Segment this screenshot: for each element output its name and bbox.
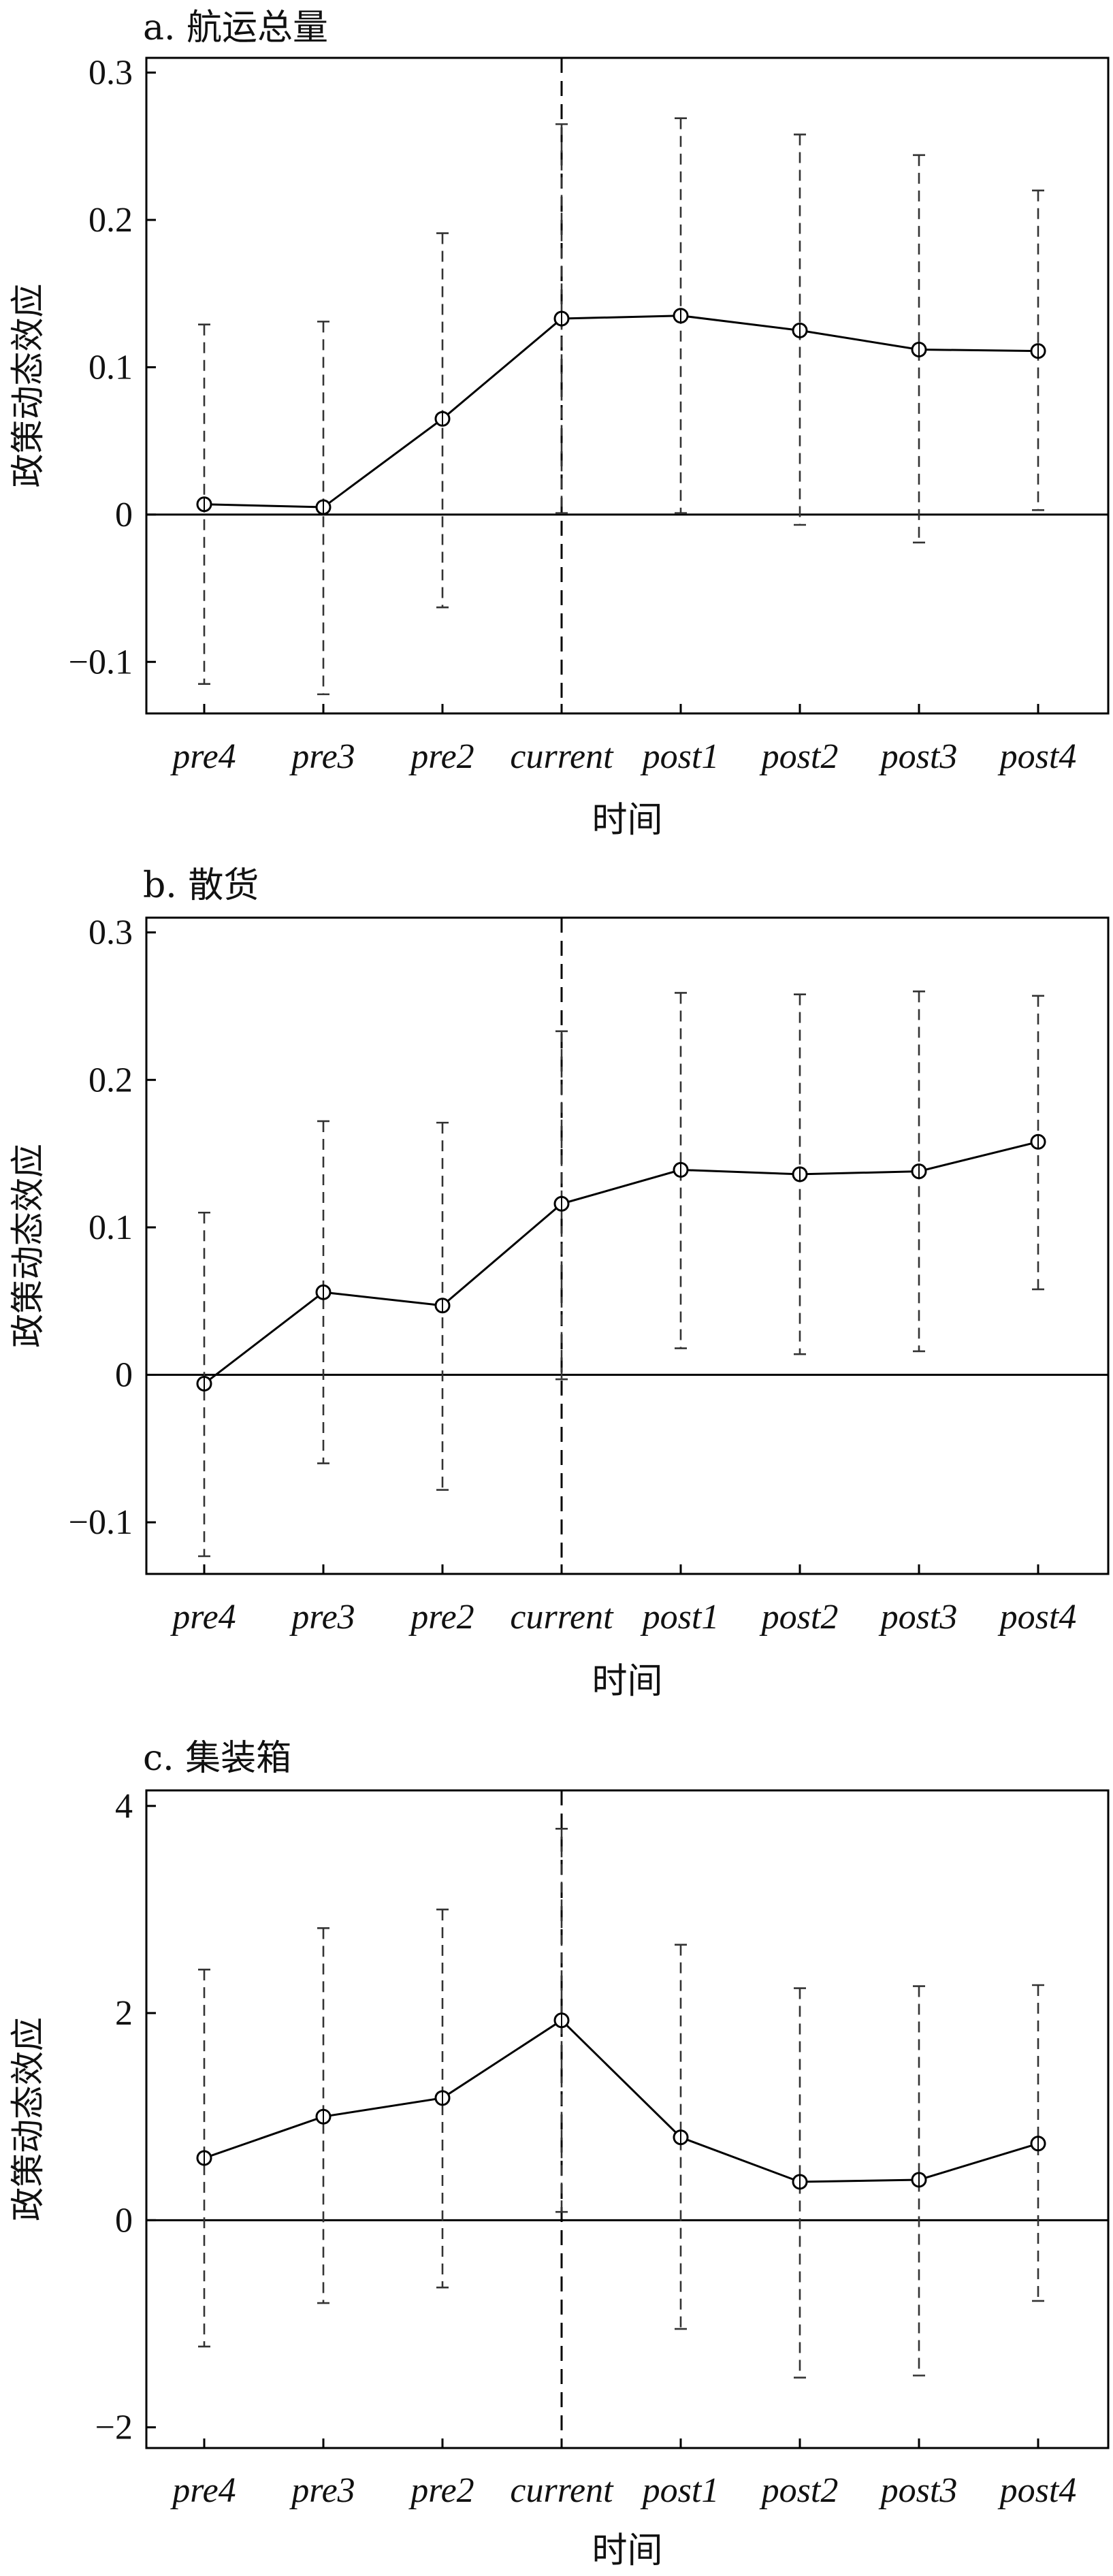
y-tick-label: 0.2 — [88, 201, 133, 240]
x-tick-label: post2 — [759, 737, 839, 776]
x-axis-label: 时间 — [592, 2530, 662, 2571]
x-tick-label: post3 — [878, 737, 958, 776]
x-tick-label: post4 — [997, 1598, 1077, 1637]
x-tick-label: post4 — [997, 737, 1077, 776]
plot-frame — [145, 916, 1110, 1575]
y-tick-label: 4 — [115, 1787, 133, 1826]
y-tick-label: −0.1 — [69, 643, 133, 681]
x-tick-label: pre4 — [170, 1598, 236, 1637]
y-axis-label: 政策动态效应 — [8, 1144, 48, 1348]
y-tick-label: 0.1 — [88, 1208, 133, 1247]
y-axis-label: 政策动态效应 — [8, 2017, 48, 2221]
x-tick-label: post2 — [759, 1598, 839, 1637]
y-tick-label: 0 — [115, 2201, 133, 2240]
y-tick-label: −2 — [95, 2409, 133, 2447]
panel-title: c. 集装箱 — [143, 1738, 291, 1779]
x-tick-label: post1 — [640, 1598, 720, 1637]
x-tick-label: pre3 — [289, 737, 355, 776]
y-tick-label: 0.2 — [88, 1061, 133, 1099]
x-tick-label: post3 — [878, 2471, 958, 2510]
x-tick-label: post1 — [640, 2471, 720, 2510]
y-tick-label: 0 — [115, 496, 133, 534]
x-tick-label: pre2 — [408, 2471, 474, 2510]
x-axis-label: 时间 — [592, 1661, 662, 1702]
x-tick-label: current — [510, 1598, 614, 1637]
x-tick-label: pre3 — [289, 2471, 355, 2510]
x-tick-label: pre2 — [408, 737, 474, 776]
panel-title: a. 航运总量 — [143, 7, 328, 48]
x-tick-label: pre4 — [170, 2471, 236, 2510]
x-tick-label: current — [510, 2471, 614, 2510]
x-tick-label: post2 — [759, 2471, 839, 2510]
y-tick-label: 0 — [115, 1356, 133, 1395]
x-tick-label: pre3 — [289, 1598, 355, 1637]
x-tick-label: post3 — [878, 1598, 958, 1637]
x-axis-label: 时间 — [592, 800, 662, 841]
panel-title: b. 散货 — [143, 865, 259, 906]
plot-frame — [145, 1789, 1110, 2449]
y-tick-label: 0.1 — [88, 348, 133, 387]
series-line — [204, 1140, 1039, 1385]
y-tick-label: −0.1 — [69, 1503, 133, 1542]
series-line — [204, 2018, 1039, 2183]
plot-frame — [145, 57, 1110, 715]
x-tick-label: pre4 — [170, 737, 236, 776]
y-axis-label: 政策动态效应 — [8, 284, 48, 488]
x-tick-label: current — [510, 737, 614, 776]
y-tick-label: 0.3 — [88, 54, 133, 93]
y-tick-label: 0.3 — [88, 914, 133, 952]
series-line — [204, 315, 1039, 509]
y-tick-label: 2 — [115, 1994, 133, 2033]
x-tick-label: post4 — [997, 2471, 1077, 2510]
x-tick-label: pre2 — [408, 1598, 474, 1637]
x-tick-label: post1 — [640, 737, 720, 776]
